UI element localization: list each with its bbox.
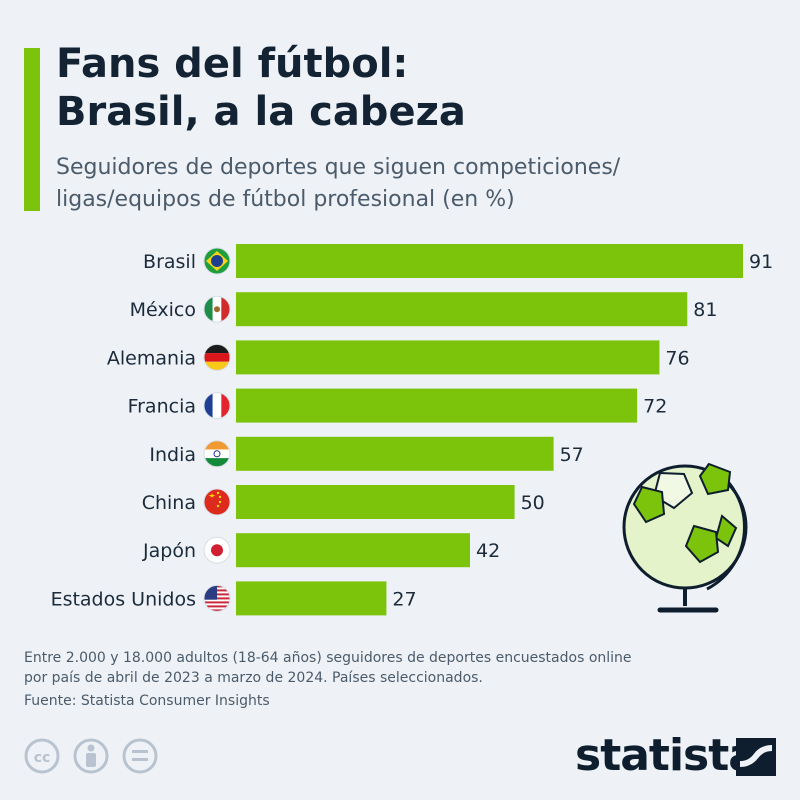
bar bbox=[236, 292, 688, 327]
attribution-icon[interactable] bbox=[73, 738, 109, 774]
bar-row-3: Francia 72 bbox=[128, 388, 667, 423]
bar-row-0: Brasil 91 bbox=[143, 244, 773, 278]
germany-flag-icon bbox=[203, 343, 231, 371]
subtitle-line-2: ligas/equipos de fútbol profesional (en … bbox=[56, 187, 515, 212]
category-label: China bbox=[142, 492, 196, 514]
value-label: 91 bbox=[749, 251, 773, 273]
value-label: 42 bbox=[476, 540, 500, 562]
bar bbox=[236, 388, 638, 423]
no-derivatives-icon[interactable] bbox=[122, 738, 158, 774]
category-label: India bbox=[149, 444, 196, 466]
value-label: 50 bbox=[521, 492, 545, 514]
footnote-line-2: por país de abril de 2023 a marzo de 202… bbox=[24, 670, 483, 686]
value-label: 27 bbox=[392, 588, 416, 610]
chart-subtitle: Seguidores de deportes que siguen compet… bbox=[56, 152, 620, 216]
value-label: 76 bbox=[665, 347, 689, 369]
license-icons: cc bbox=[24, 738, 158, 774]
footnote-line-1: Entre 2.000 y 18.000 adultos (18-64 años… bbox=[24, 650, 632, 666]
title-line-1: Fans del fútbol: bbox=[56, 41, 409, 87]
statista-logo-icon[interactable] bbox=[736, 738, 776, 776]
bar-row-1: México 81 bbox=[130, 292, 717, 327]
bar-row-6: Japón 42 bbox=[142, 533, 500, 568]
bar-row-5: China 50 bbox=[142, 485, 545, 519]
footnote: Entre 2.000 y 18.000 adultos (18-64 años… bbox=[24, 648, 632, 688]
mexico-flag-icon bbox=[203, 295, 231, 323]
subtitle-line-1: Seguidores de deportes que siguen compet… bbox=[56, 155, 621, 180]
bar bbox=[236, 533, 470, 568]
category-label: Alemania bbox=[107, 347, 196, 369]
china-flag-icon bbox=[203, 488, 231, 516]
usa-flag-icon bbox=[203, 584, 231, 612]
category-label: Japón bbox=[142, 540, 196, 562]
source-note: Fuente: Statista Consumer Insights bbox=[24, 693, 270, 709]
category-label: Francia bbox=[128, 396, 196, 418]
value-label: 57 bbox=[560, 444, 584, 466]
india-flag-icon bbox=[203, 440, 231, 468]
category-label: Estados Unidos bbox=[51, 588, 196, 610]
japan-flag-icon bbox=[203, 536, 231, 564]
bar bbox=[236, 436, 554, 471]
bar-chart: Brasil 91 México 81 Alemania 76 Francia 72 India… bbox=[51, 244, 773, 616]
chart-title: Fans del fútbol: Brasil, a la cabeza bbox=[56, 40, 466, 136]
brazil-flag-icon bbox=[203, 247, 231, 275]
bar-row-4: India 57 bbox=[149, 436, 584, 471]
france-flag-icon bbox=[203, 392, 231, 420]
category-label: México bbox=[130, 299, 196, 321]
bar bbox=[236, 485, 515, 519]
value-label: 81 bbox=[693, 299, 717, 321]
bar-row-7: Estados Unidos 27 bbox=[51, 581, 417, 616]
bar bbox=[236, 244, 743, 278]
category-label: Brasil bbox=[143, 251, 196, 273]
bar bbox=[236, 581, 387, 616]
value-label: 72 bbox=[643, 396, 667, 418]
bar bbox=[236, 340, 660, 375]
creative-commons-icon[interactable]: cc bbox=[24, 738, 60, 774]
title-line-2: Brasil, a la cabeza bbox=[56, 89, 466, 135]
statista-logo-text[interactable]: statista bbox=[575, 730, 758, 781]
soccer-globe-illustration bbox=[622, 462, 748, 613]
bar-row-2: Alemania 76 bbox=[107, 340, 690, 375]
svg-text:cc: cc bbox=[34, 750, 51, 766]
accent-bar bbox=[24, 48, 40, 211]
